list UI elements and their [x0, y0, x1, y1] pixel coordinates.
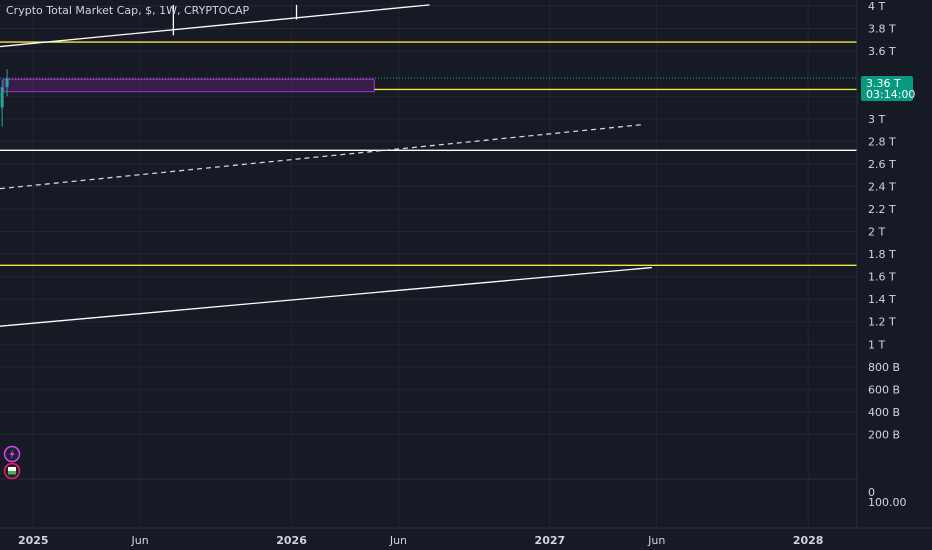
trend-line-1[interactable]: [0, 266, 652, 327]
last-price-badge: 3.36 T 03:14:00: [861, 76, 915, 101]
y-tick-label-18: 200 B: [868, 428, 900, 441]
y-tick-label-7: 2.4 T: [868, 180, 896, 193]
y-tick-label-5: 2.8 T: [868, 135, 896, 148]
time-axis[interactable]: [0, 528, 932, 550]
grid-layer: [0, 0, 857, 528]
y-tick-label-16: 600 B: [868, 383, 900, 396]
x-tick-label-1: Jun: [131, 534, 149, 547]
x-tick-label-2: 2026: [276, 534, 307, 547]
flag-icon[interactable]: [3, 462, 21, 480]
last-price-badge-bg: [861, 76, 913, 101]
x-tick-label-6: 2028: [793, 534, 824, 547]
price-axis-labels: 4 T3.8 T3.6 T3.2 T3 T2.8 T2.6 T2.4 T2.2 …: [868, 0, 900, 441]
y-tick-label-6: 2.6 T: [868, 158, 896, 171]
y-tick-label-14: 1 T: [868, 338, 885, 351]
trend-line-0[interactable]: [0, 4, 430, 48]
rectangle-zone[interactable]: [2, 78, 375, 93]
bottom-pane-tick-100: 100.00: [868, 496, 907, 509]
y-tick-label-9: 2 T: [868, 226, 885, 239]
y-tick-label-4: 3 T: [868, 113, 885, 126]
y-tick-label-0: 4 T: [868, 0, 885, 13]
bar-countdown: 03:14:00: [866, 88, 915, 101]
chart-title: Crypto Total Market Cap, $, 1W, CRYPTOCA…: [6, 4, 250, 17]
y-tick-label-1: 3.8 T: [868, 23, 896, 36]
drawings-layer[interactable]: [0, 4, 857, 327]
y-tick-label-10: 1.8 T: [868, 248, 896, 261]
y-tick-label-15: 800 B: [868, 361, 900, 374]
x-tick-label-3: Jun: [389, 534, 407, 547]
candle-body-1: [5, 78, 9, 88]
candles-layer: [0, 69, 9, 127]
y-tick-label-12: 1.4 T: [868, 293, 896, 306]
bottom-pane-tick-0: 0: [868, 486, 875, 499]
x-tick-label-4: 2027: [535, 534, 566, 547]
y-tick-label-8: 2.2 T: [868, 203, 896, 216]
x-tick-label-0: 2025: [18, 534, 49, 547]
candle-body-0: [0, 87, 4, 108]
y-tick-label-11: 1.6 T: [868, 271, 896, 284]
lightning-icon[interactable]: [3, 445, 21, 463]
y-tick-label-17: 400 B: [868, 406, 900, 419]
x-tick-label-5: Jun: [647, 534, 665, 547]
time-axis-labels: 2025 Jun 2026 Jun 2027 Jun 2028: [18, 534, 824, 547]
y-tick-label-2: 3.6 T: [868, 45, 896, 58]
last-price-value: 3.36 T: [866, 77, 901, 90]
y-tick-label-13: 1.2 T: [868, 316, 896, 329]
